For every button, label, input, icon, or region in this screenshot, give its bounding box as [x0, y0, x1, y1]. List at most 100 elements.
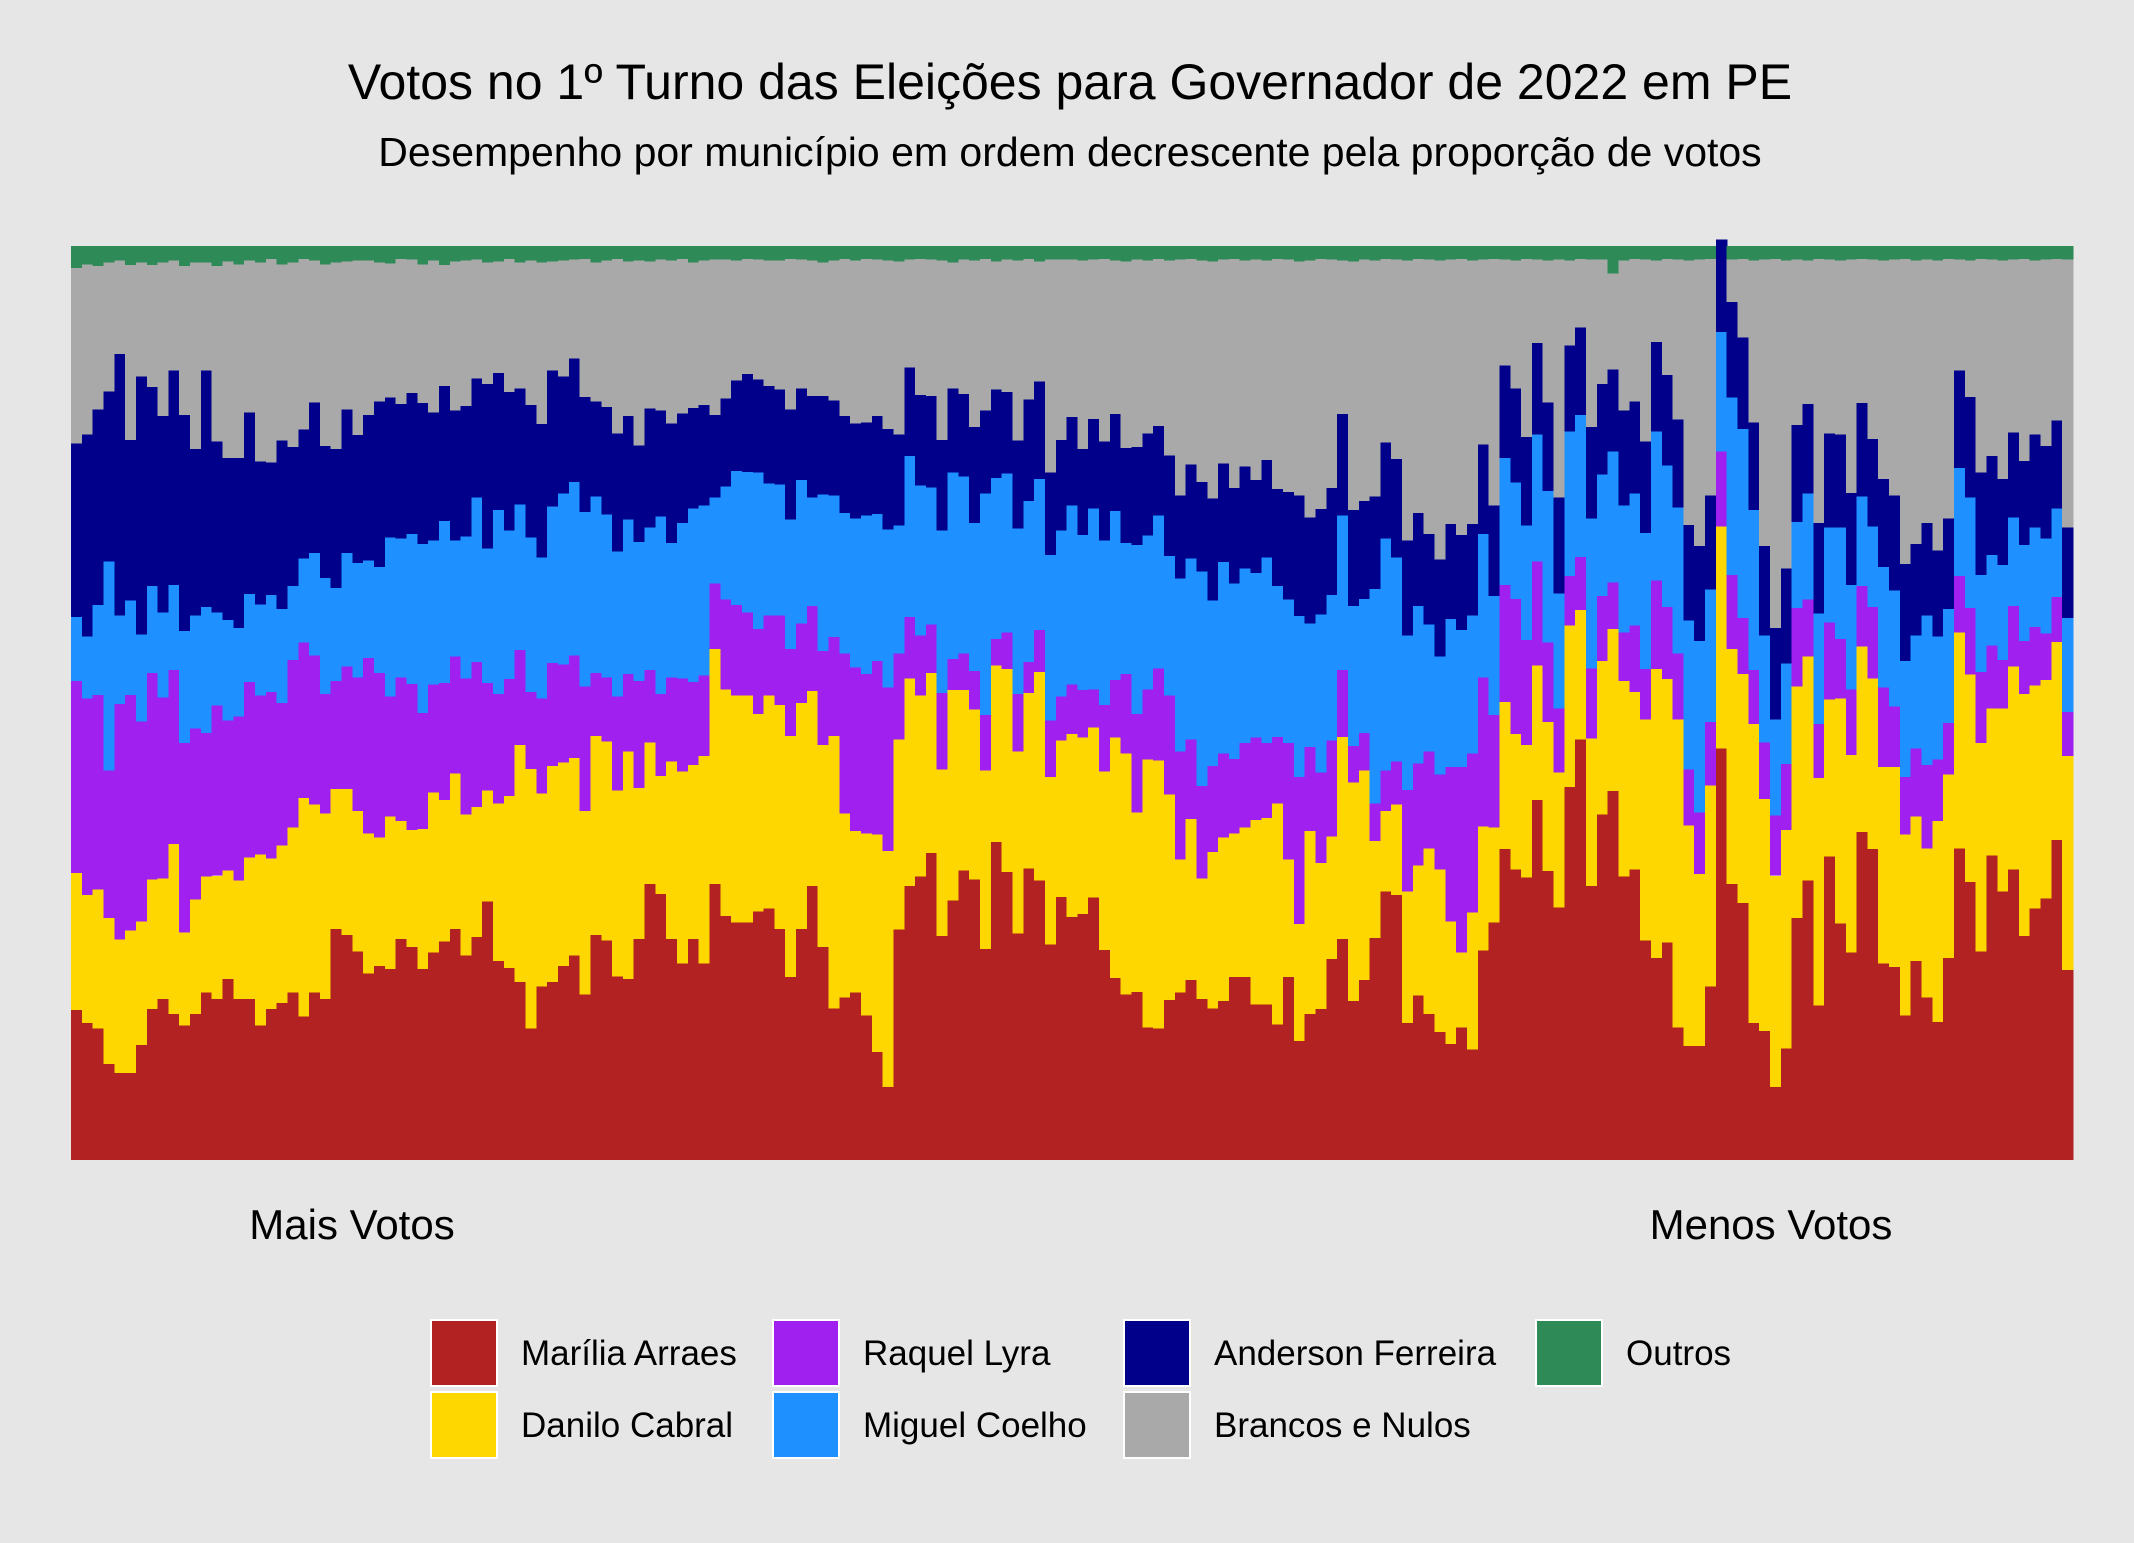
bar-brancos-nulos [438, 265, 451, 386]
legend-label: Danilo Cabral [521, 1406, 733, 1445]
bar-outros [179, 246, 191, 267]
bar-brancos-nulos [1077, 260, 1089, 449]
bar-danilo [525, 768, 537, 1029]
bar-raquel [1672, 653, 1685, 720]
bar-brancos-nulos [1705, 258, 1717, 496]
bar-raquel [1488, 714, 1501, 828]
bar-miguel [1023, 501, 1035, 662]
bar-anderson [1650, 341, 1663, 432]
bar-raquel [406, 683, 418, 831]
bar-miguel [1293, 616, 1306, 778]
bar-raquel [882, 687, 895, 852]
bar-miguel [1715, 331, 1728, 452]
bar-marilia [1380, 891, 1392, 1160]
bar-miguel [1975, 575, 1988, 672]
bar-anderson [579, 396, 592, 512]
bar-danilo [1791, 686, 1804, 918]
bar-outros [1337, 246, 1349, 261]
bar-danilo [1109, 737, 1122, 979]
bar-marilia [190, 1013, 202, 1160]
bar-raquel [1001, 632, 1014, 670]
bar-anderson [1586, 426, 1598, 519]
bar-outros [1521, 246, 1533, 259]
bar-brancos-nulos [536, 262, 548, 425]
bar-miguel [1402, 635, 1414, 790]
bar-outros [135, 246, 148, 263]
bar-raquel [1207, 766, 1219, 852]
bar-raquel [633, 681, 646, 788]
bar-marilia [1142, 1027, 1154, 1160]
bar-marilia [211, 999, 224, 1160]
bar-miguel [1726, 397, 1739, 576]
bar-brancos-nulos [601, 260, 613, 407]
bar-outros [384, 246, 397, 264]
bar-anderson [817, 395, 830, 495]
bar-outros [1445, 246, 1457, 260]
bar-raquel [958, 653, 970, 691]
bar-danilo [796, 703, 808, 929]
bar-outros [731, 246, 743, 261]
bar-danilo [233, 880, 245, 1000]
bar-danilo [1088, 727, 1100, 898]
bar-outros [330, 246, 343, 263]
bar-danilo [622, 751, 635, 980]
bar-marilia [200, 992, 213, 1160]
bar-danilo [882, 851, 895, 1087]
bar-anderson [1304, 517, 1317, 624]
bar-raquel [1769, 815, 1782, 876]
bar-outros [1423, 246, 1436, 260]
bar-miguel [1737, 428, 1749, 618]
bar-miguel [557, 493, 570, 665]
bar-outros [1402, 246, 1414, 261]
bar-raquel [1824, 622, 1836, 700]
bar-brancos-nulos [125, 265, 137, 440]
bar-brancos-nulos [135, 262, 148, 377]
bar-danilo [395, 820, 408, 939]
bar-marilia [1650, 958, 1663, 1160]
bar-raquel [1889, 706, 1901, 767]
bar-outros [1943, 246, 1955, 259]
bar-brancos-nulos [1099, 258, 1111, 442]
bar-anderson [1369, 496, 1382, 589]
bar-danilo [1683, 825, 1695, 1046]
bar-outros [168, 246, 180, 261]
bar-brancos-nulos [1910, 260, 1923, 544]
bar-danilo [1867, 678, 1879, 850]
bar-marilia [493, 960, 505, 1160]
bar-miguel [482, 548, 494, 683]
bar-outros [222, 246, 234, 262]
bar-brancos-nulos [114, 260, 126, 354]
bar-anderson [1769, 628, 1782, 720]
bar-miguel [2008, 517, 2020, 607]
bar-outros [1477, 246, 1490, 260]
bar-outros [1510, 246, 1522, 261]
bar-danilo [460, 814, 472, 956]
bar-danilo [893, 739, 905, 930]
bar-danilo [1607, 628, 1620, 791]
bar-raquel [1412, 763, 1425, 866]
bar-danilo [438, 799, 451, 942]
bar-anderson [2029, 434, 2042, 528]
bar-marilia [2008, 869, 2020, 1160]
bar-miguel [1910, 635, 1923, 749]
bar-miguel [1845, 585, 1858, 690]
bar-marilia [135, 1044, 148, 1160]
bar-miguel [525, 537, 537, 693]
bar-brancos-nulos [936, 260, 949, 440]
bar-raquel [990, 639, 1003, 666]
bar-miguel [1099, 540, 1111, 705]
bar-brancos-nulos [179, 266, 191, 416]
bar-brancos-nulos [1434, 260, 1446, 560]
legend-key [1123, 1319, 1191, 1387]
bar-miguel [244, 594, 256, 682]
bar-marilia [254, 1025, 267, 1160]
bar-outros [244, 246, 256, 261]
bar-raquel [1466, 753, 1479, 913]
bar-brancos-nulos [796, 259, 808, 389]
bar-anderson [1564, 345, 1576, 432]
bar-danilo [1553, 772, 1565, 908]
bar-outros [395, 246, 408, 259]
bar-anderson [1694, 545, 1706, 641]
bar-danilo [1769, 875, 1782, 1087]
